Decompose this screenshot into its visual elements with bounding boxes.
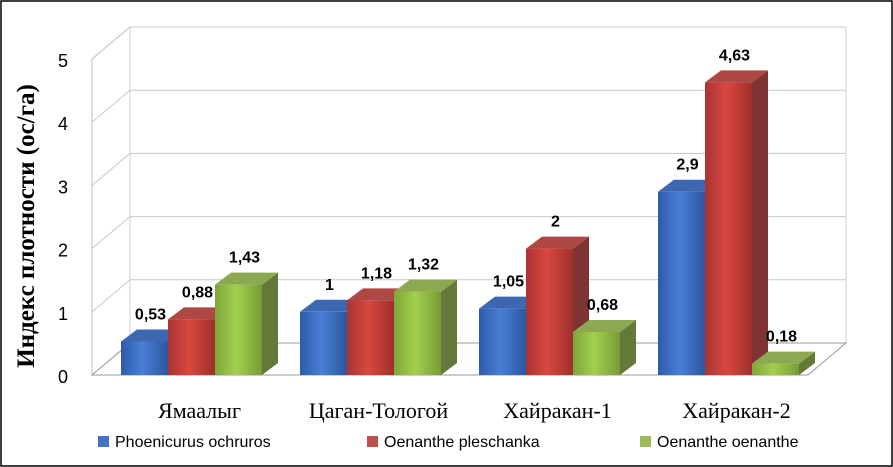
gridline bbox=[91, 26, 846, 60]
legend-label: Phoenicurus ochruros bbox=[115, 434, 271, 451]
legend-swatch bbox=[367, 436, 378, 447]
data-label: 1,05 bbox=[493, 274, 524, 291]
y-tick-label: 0 bbox=[58, 367, 68, 387]
side-wall bbox=[91, 25, 131, 377]
bar bbox=[658, 179, 721, 375]
bars bbox=[121, 70, 815, 375]
y-tick-label: 3 bbox=[58, 177, 68, 197]
x-tick-label: Хайракан-1 bbox=[503, 398, 611, 423]
y-axis-ticks: 0 1 2 3 4 5 bbox=[58, 51, 68, 387]
y-tick-label: 1 bbox=[58, 304, 68, 324]
data-label: 0,88 bbox=[182, 284, 213, 301]
bar bbox=[215, 272, 278, 375]
gridlines bbox=[91, 26, 846, 313]
data-labels: 0,53 0,88 1,43 1 1,18 1,32 1,05 2 0,68 2,9 4,63 0,1… bbox=[135, 47, 797, 345]
x-axis-ticks: Ямаалыг Цаган-Тологой Хайракан-1 Хайракан-2 bbox=[158, 398, 791, 423]
data-label: 0,18 bbox=[766, 329, 797, 346]
gridline bbox=[91, 216, 846, 249]
data-label: 0,53 bbox=[135, 307, 166, 324]
legend-item: Oenanthe pleschanka bbox=[367, 434, 540, 451]
y-tick-label: 5 bbox=[58, 51, 68, 71]
data-label: 1,32 bbox=[408, 257, 439, 274]
legend-label: Oenanthe pleschanka bbox=[384, 434, 540, 451]
data-label: 2 bbox=[551, 214, 560, 231]
legend-item: Phoenicurus ochruros bbox=[98, 434, 271, 451]
legend-item: Oenanthe oenanthe bbox=[640, 434, 799, 451]
legend-swatch bbox=[98, 436, 109, 447]
gridline bbox=[91, 152, 846, 186]
data-label: 4,63 bbox=[719, 47, 750, 64]
gridline bbox=[91, 279, 846, 313]
gridline bbox=[91, 89, 846, 123]
y-tick-label: 2 bbox=[58, 241, 68, 261]
bar bbox=[752, 351, 815, 375]
legend: Phoenicurus ochruros Oenanthe pleschanka O… bbox=[98, 434, 799, 451]
bar bbox=[573, 320, 636, 375]
legend-swatch bbox=[640, 436, 651, 447]
data-label: 1,18 bbox=[361, 265, 392, 282]
data-label: 0,68 bbox=[587, 297, 618, 314]
x-tick-label: Цаган-Тологой bbox=[309, 398, 448, 423]
x-tick-label: Хайракан-2 bbox=[682, 398, 790, 423]
bar bbox=[394, 279, 457, 375]
data-label: 2,9 bbox=[676, 157, 698, 174]
legend-label: Oenanthe oenanthe bbox=[657, 434, 799, 451]
x-tick-label: Ямаалыг bbox=[158, 398, 241, 423]
y-axis-label: Индекс плотности (ос/га) bbox=[13, 84, 40, 368]
data-label: 1,43 bbox=[229, 250, 260, 267]
bar bbox=[705, 70, 768, 375]
y-tick-label: 4 bbox=[58, 114, 68, 134]
data-label: 1 bbox=[325, 277, 334, 294]
